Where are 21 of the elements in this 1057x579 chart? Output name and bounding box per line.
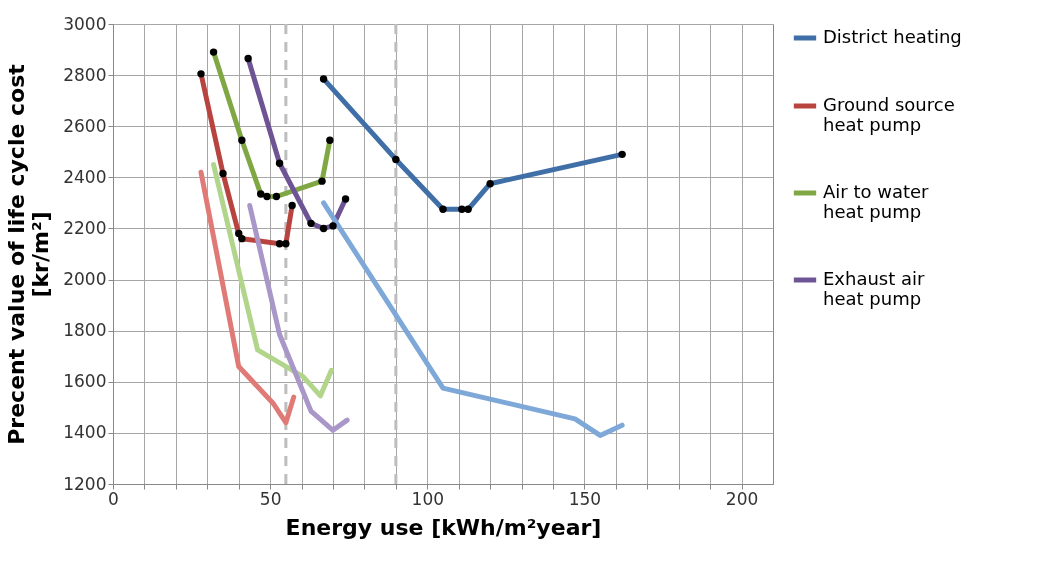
y-tick-label: 3000 (63, 13, 107, 34)
x-tick-label: 100 (411, 488, 445, 509)
legend-label: District heating (823, 26, 962, 47)
legend-label: Air to water heat pump (823, 181, 930, 222)
x-tick-label: 0 (108, 488, 119, 509)
y-tick-label: 1400 (63, 422, 107, 443)
legend-label: Exhaust air heat pump (823, 268, 926, 309)
y-tick-label: 2600 (63, 115, 107, 136)
x-tick-label: 150 (568, 488, 602, 509)
y-axis-title: Precent value of life cycle cost [kr/m²] (4, 63, 54, 445)
y-tick-label: 1600 (63, 371, 107, 392)
y-tick-label: 2800 (63, 64, 107, 85)
legend-label: Ground source heat pump (823, 94, 955, 135)
x-axis-title: Energy use [kWh/m²year] (285, 514, 602, 540)
y-tick-label: 2200 (63, 217, 107, 238)
y-tick-label: 2400 (63, 166, 107, 187)
x-tick-label: 50 (259, 488, 282, 509)
y-tick-label: 1200 (63, 473, 107, 494)
y-tick-label: 1800 (63, 320, 107, 341)
y-tick-label: 2000 (63, 269, 107, 290)
x-tick-label: 200 (725, 488, 759, 509)
